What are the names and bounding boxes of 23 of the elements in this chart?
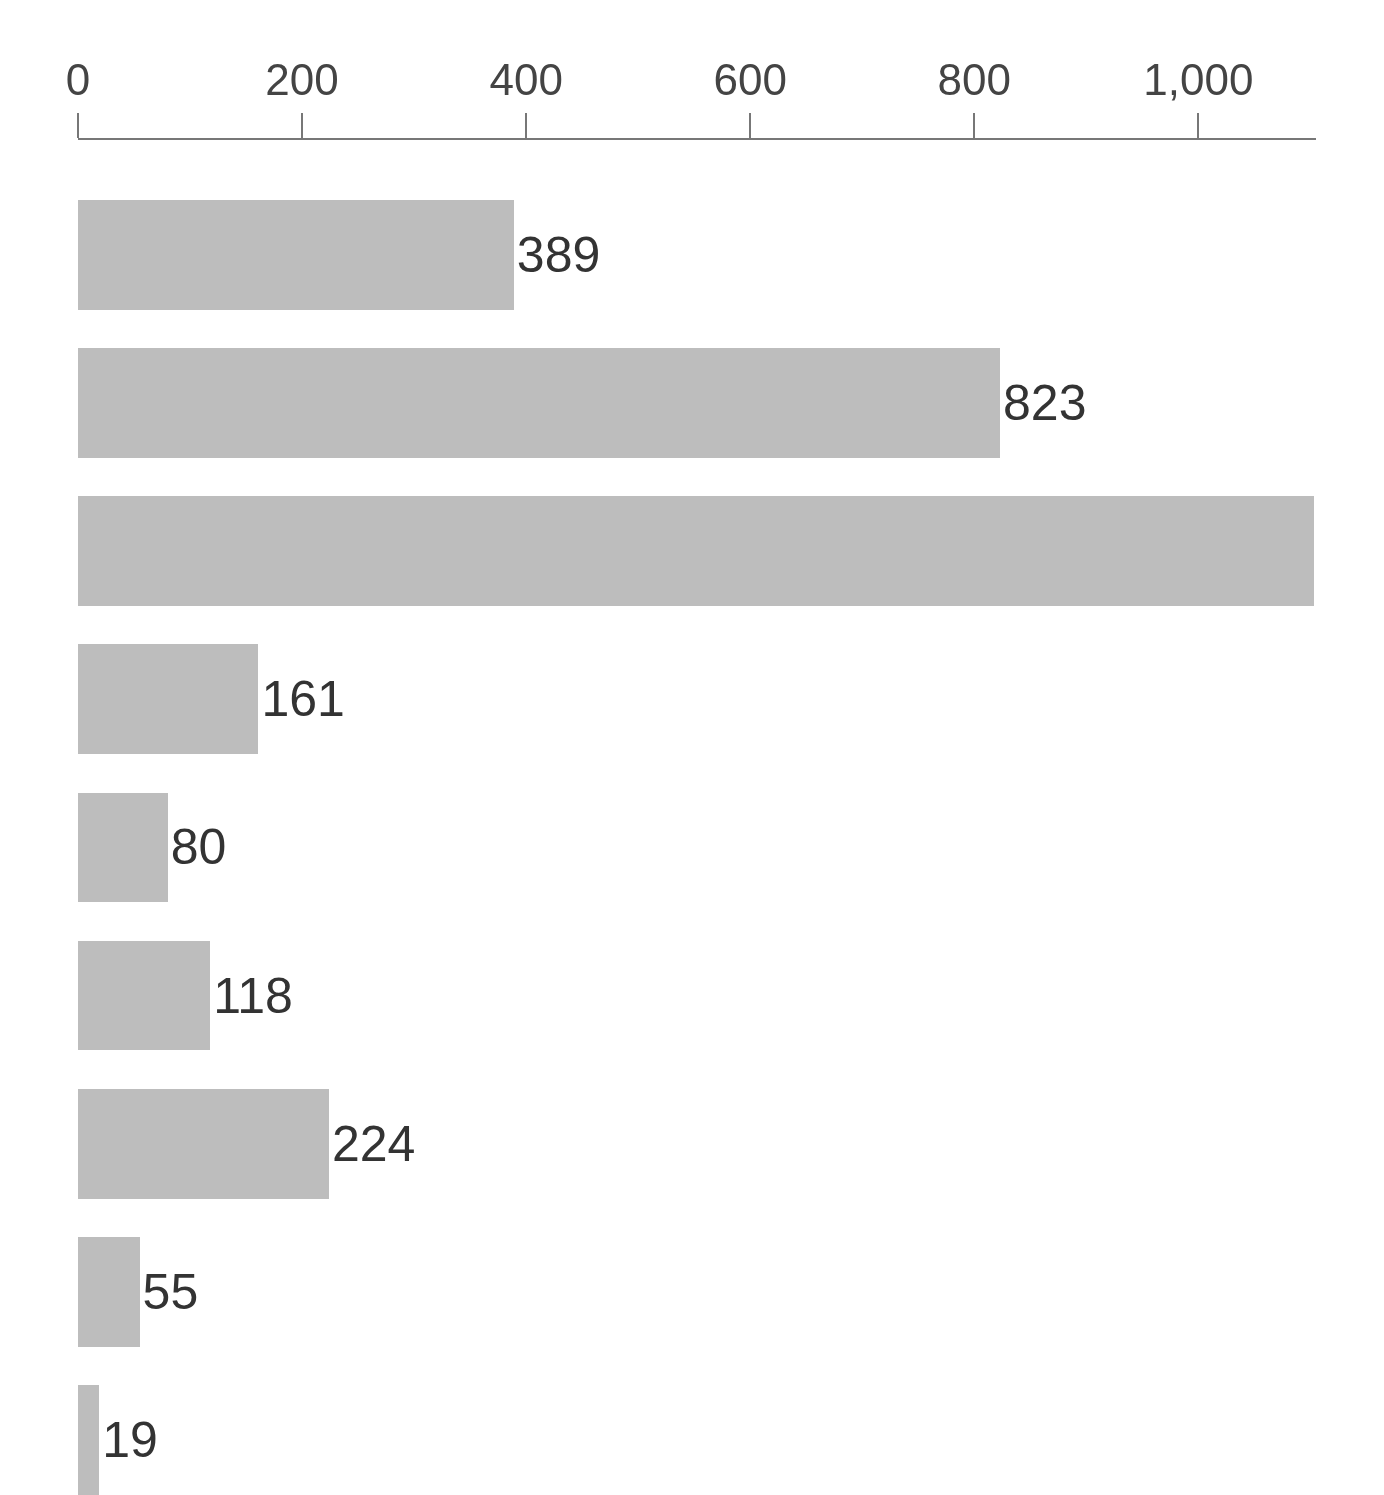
x-tick-label: 600: [713, 55, 787, 105]
data-label: 80: [170, 819, 227, 876]
bar: [78, 199, 514, 310]
data-label: 55: [142, 1263, 199, 1320]
x-tick-label: 400: [489, 55, 563, 105]
data-label: 823: [1003, 374, 1087, 431]
bar: [78, 348, 1001, 458]
bar: [78, 644, 259, 755]
bar: [78, 496, 1314, 606]
bar: [78, 1088, 329, 1199]
data-label: 118: [213, 967, 293, 1024]
data-label: 389: [516, 226, 601, 283]
bar: [78, 1385, 100, 1495]
x-tick-label: 1,000: [1143, 55, 1254, 105]
bar: [78, 1237, 140, 1347]
data-label: 19: [102, 1412, 158, 1469]
x-tick-label: 200: [265, 55, 339, 105]
x-tick-label: 800: [937, 55, 1011, 105]
x-tick-label: 0: [65, 55, 91, 105]
bar: [78, 792, 168, 903]
data-label: 161: [261, 671, 345, 728]
bar: [78, 940, 211, 1051]
data-label: 224: [331, 1115, 416, 1172]
